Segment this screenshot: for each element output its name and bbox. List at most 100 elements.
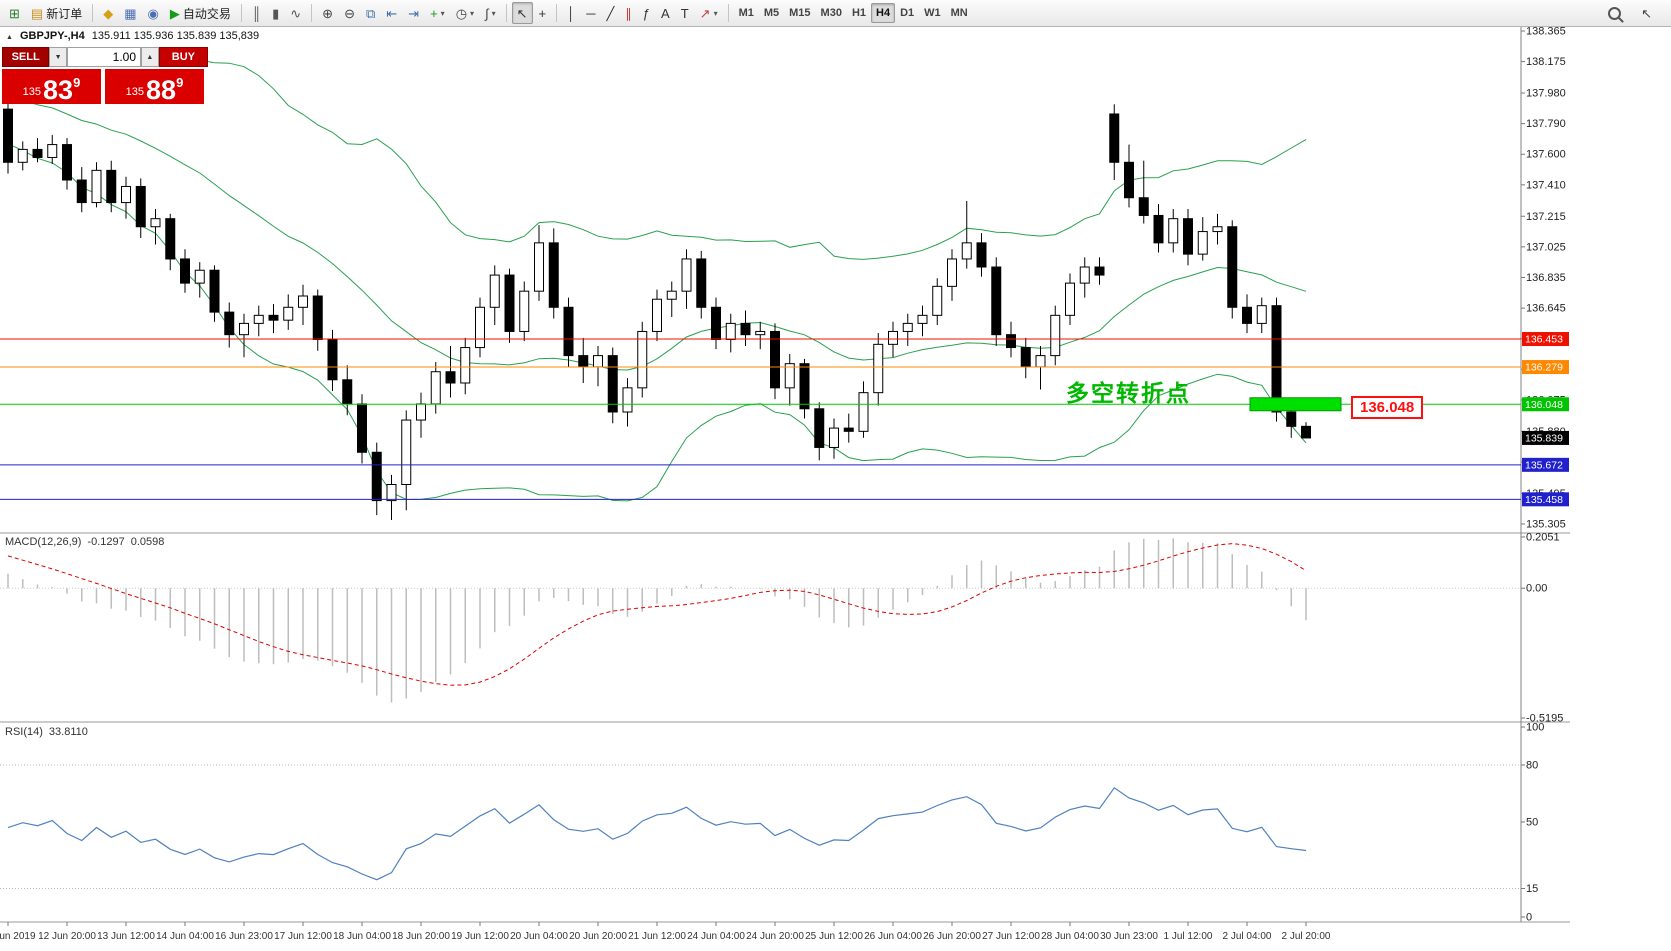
candle <box>1256 297 1267 334</box>
data-window-button[interactable]: ▦ <box>119 2 141 24</box>
timeframe-m5-button[interactable]: M5 <box>759 3 784 23</box>
time-tick-label: 25 Jun 12:00 <box>805 931 863 942</box>
pointer-button[interactable]: ↖ <box>1636 2 1657 24</box>
toolbar-separator <box>240 4 242 22</box>
price-tick-label: 137.600 <box>1526 149 1566 161</box>
crosshair-button[interactable]: + <box>534 2 552 24</box>
search-button[interactable] <box>1603 2 1626 24</box>
turning-point-highlight-box[interactable] <box>1249 397 1342 412</box>
timeframe-m1-button[interactable]: M1 <box>734 3 759 23</box>
price-axis[interactable]: 138.365 138.175 137.980 137.790 137.600 137.4… <box>1521 27 1569 924</box>
periods-button[interactable]: ◷ ▾ <box>451 2 479 24</box>
candle <box>991 257 1002 346</box>
candlestick-chart-button[interactable]: ▮ <box>267 2 284 24</box>
market-watch-icon: ◆ <box>103 5 114 21</box>
autotrading-button[interactable]: ▶ 自动交易 <box>165 2 236 24</box>
sell-button[interactable]: SELL <box>2 47 50 67</box>
channel-icon: ∥ <box>625 5 632 21</box>
volume-spin-up-button[interactable]: ▲ <box>141 47 159 67</box>
vertical-line-button[interactable]: │ <box>562 2 580 24</box>
fibonacci-button[interactable]: ƒ <box>638 2 655 24</box>
candle <box>917 305 928 337</box>
arrows-button[interactable]: ↗ ▾ <box>695 2 723 24</box>
candle <box>224 302 235 348</box>
candle <box>740 310 751 346</box>
time-tick-label: 24 Jun 20:00 <box>746 931 804 942</box>
symbol-period-label: GBPJPY-,H4 <box>19 30 85 42</box>
navigator-icon: ◉ <box>147 5 159 21</box>
candle <box>32 138 43 163</box>
text-button[interactable]: A <box>656 2 675 24</box>
candle <box>578 337 589 384</box>
bollinger-upper-band <box>7 46 1307 260</box>
zoom-in-button[interactable]: ⊕ <box>317 2 338 24</box>
timeframe-h4-button[interactable]: H4 <box>871 3 896 23</box>
buy-button[interactable]: BUY <box>158 47 208 67</box>
sell-price-sup: 9 <box>73 75 81 90</box>
zoom-in-icon: ⊕ <box>322 5 334 21</box>
sell-price-prefix: 135 <box>22 86 42 98</box>
text-label-button[interactable]: T <box>676 2 694 24</box>
candle <box>91 162 102 208</box>
timeframe-h1-button[interactable]: H1 <box>847 3 871 23</box>
candle <box>814 402 825 461</box>
current-price-badge: 135.839 <box>1522 430 1569 445</box>
price-tick-label: 136.835 <box>1526 272 1566 284</box>
zoom-out-button[interactable]: ⊖ <box>339 2 360 24</box>
dropdown-caret-icon: ▾ <box>713 8 718 18</box>
candle <box>770 323 780 400</box>
candle <box>1020 337 1031 379</box>
candle <box>519 281 530 342</box>
navigator-button[interactable]: ◉ <box>143 2 164 24</box>
market-watch-button[interactable]: ◆ <box>98 2 118 24</box>
price-callout-label[interactable]: 136.048 <box>1351 396 1424 419</box>
timeframe-m15-button[interactable]: M15 <box>784 3 815 23</box>
macd-name: MACD(12,26,9) <box>5 536 82 548</box>
chart-shift-button[interactable]: ⇥ <box>403 2 424 24</box>
channel-button[interactable]: ∥ <box>620 2 637 24</box>
time-tick-label: 18 Jun 04:00 <box>333 931 391 942</box>
auto-scroll-button[interactable]: ⇤ <box>381 2 402 24</box>
line-chart-button[interactable]: ∿ <box>285 2 306 24</box>
trendline-button[interactable]: ╱ <box>601 2 619 24</box>
timeframe-m30-button[interactable]: M30 <box>816 3 847 23</box>
time-tick-label: 27 Jun 12:00 <box>982 931 1040 942</box>
candle <box>445 345 456 398</box>
cursor-button[interactable]: ↖ <box>511 2 533 24</box>
volume-spin-down-button[interactable]: ▼ <box>49 47 68 67</box>
candle <box>475 297 485 358</box>
rsi-panel <box>0 764 1521 889</box>
new-chart-dropdown-button[interactable]: + ▾ <box>425 2 450 24</box>
panel-dividers <box>0 27 1570 923</box>
timeframe-w1-button[interactable]: W1 <box>919 3 946 23</box>
price-chart[interactable]: 138.365 138.175 137.980 137.790 137.600 137.4… <box>0 27 1671 945</box>
time-tick-label: 30 Jun 23:00 <box>1100 931 1158 942</box>
bar-chart-button[interactable]: ║ <box>247 2 266 24</box>
turning-point-annotation[interactable]: 多空转折点 <box>1066 380 1191 406</box>
candle <box>858 381 869 438</box>
candle <box>194 262 205 298</box>
indicators-button[interactable]: ∫ ▾ <box>480 2 501 24</box>
new-order-button[interactable]: ▤ 新订单 <box>26 2 87 24</box>
timeframe-mn-button[interactable]: MN <box>946 3 973 23</box>
toolbar-separator <box>505 4 507 22</box>
tile-windows-button[interactable]: ⧉ <box>361 2 380 24</box>
new-chart-button[interactable]: ⊞ <box>4 2 25 24</box>
new-order-button-label: 新订单 <box>46 6 83 21</box>
candle <box>976 233 987 277</box>
vertical-line-icon: │ <box>567 5 576 21</box>
chart-header: ▲ GBPJPY-,H4 135.911 135.936 135.839 135… <box>6 30 259 42</box>
horizontal-line-button[interactable]: ─ <box>581 2 600 24</box>
candle <box>593 345 603 387</box>
buy-price-box[interactable]: 135 88 9 <box>105 69 204 104</box>
candle <box>180 249 190 293</box>
candle <box>3 97 13 174</box>
one-click-trade-panel: SELL ▼ ▲ BUY 135 83 9 135 88 9 <box>2 47 208 104</box>
volume-input[interactable] <box>67 47 142 67</box>
macd-signal-value: 0.0598 <box>130 536 165 548</box>
timeframe-d1-button[interactable]: D1 <box>895 3 919 23</box>
sell-price-box[interactable]: 135 83 9 <box>2 69 101 104</box>
price-tick-label: 137.790 <box>1526 118 1566 130</box>
macd-main-value: -0.1297 <box>87 536 125 548</box>
